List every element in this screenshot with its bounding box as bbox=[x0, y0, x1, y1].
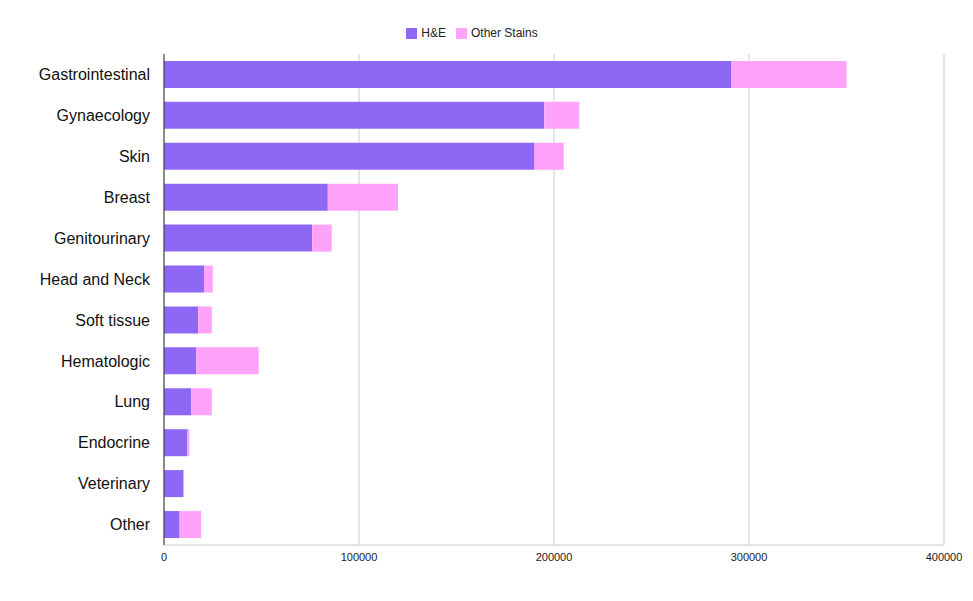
svg-text:Gastrointestinal: Gastrointestinal bbox=[39, 66, 150, 83]
svg-text:Skin: Skin bbox=[119, 148, 150, 165]
svg-text:400000: 400000 bbox=[926, 551, 963, 563]
svg-text:Lung: Lung bbox=[114, 393, 150, 410]
svg-text:200000: 200000 bbox=[536, 551, 573, 563]
svg-text:Head and Neck: Head and Neck bbox=[40, 271, 151, 288]
svg-text:300000: 300000 bbox=[731, 551, 768, 563]
svg-text:Hematologic: Hematologic bbox=[61, 353, 150, 370]
svg-text:0: 0 bbox=[161, 551, 167, 563]
svg-text:Other: Other bbox=[110, 516, 151, 533]
svg-text:Genitourinary: Genitourinary bbox=[54, 230, 150, 247]
svg-text:Endocrine: Endocrine bbox=[78, 434, 150, 451]
svg-text:Breast: Breast bbox=[104, 189, 151, 206]
svg-text:100000: 100000 bbox=[341, 551, 378, 563]
html-text:H&E: H&E bbox=[421, 26, 446, 40]
svg-text:Gynaecology: Gynaecology bbox=[57, 107, 150, 124]
svg-text:Veterinary: Veterinary bbox=[78, 475, 150, 492]
html-text:Other Stains: Other Stains bbox=[471, 26, 538, 40]
svg-text:Soft tissue: Soft tissue bbox=[75, 312, 150, 329]
